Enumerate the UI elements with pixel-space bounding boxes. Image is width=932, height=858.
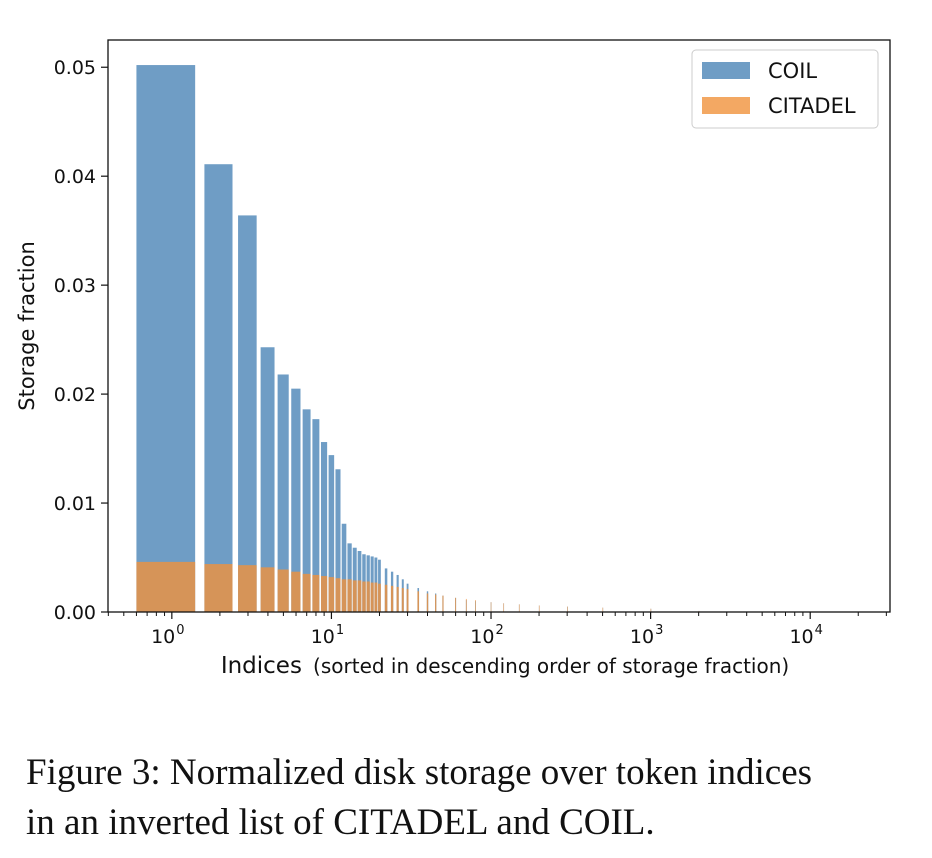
citadel-bar [352, 580, 357, 612]
coil-bar [291, 388, 301, 612]
citadel-bar [442, 595, 444, 612]
citadel-bar [374, 582, 378, 612]
y-axis: 0.00 0.01 0.02 0.03 0.04 0.05 [54, 57, 108, 624]
coil-bar [320, 442, 328, 612]
legend-label-citadel: CITADEL [768, 94, 856, 118]
citadel-bar [302, 573, 311, 612]
citadel-bar [378, 583, 381, 612]
x-tick-label: 103 [630, 623, 663, 648]
legend-swatch-coil [702, 62, 750, 79]
y-axis-label: Storage fraction [15, 241, 39, 411]
coil-bar [238, 215, 257, 612]
y-tick-label: 0.02 [54, 384, 96, 406]
coil-bar [302, 409, 311, 612]
coil-bar [136, 65, 196, 612]
y-tick-label: 0.00 [54, 602, 96, 624]
citadel-bar [538, 605, 540, 612]
x-tick-exponent: 2 [495, 623, 503, 638]
coil-bar [352, 547, 357, 612]
citadel-bar [455, 597, 457, 612]
x-tick-exponent: 1 [336, 623, 344, 638]
citadel-bar [490, 602, 492, 612]
y-tick-label: 0.03 [54, 275, 96, 297]
citadel-bar [260, 567, 275, 612]
citadel-bar [503, 603, 505, 612]
plot-frame [107, 39, 891, 613]
coil-bar [277, 374, 289, 612]
coil-bar [341, 523, 347, 612]
x-tick-exponent: 0 [176, 623, 184, 638]
legend: COIL CITADEL [691, 49, 879, 129]
citadel-bar [366, 581, 370, 612]
citadel-bar [396, 586, 399, 612]
citadel-bar [335, 578, 341, 612]
citadel-bar [417, 591, 420, 612]
citadel-bar [357, 580, 362, 612]
x-axis-label-main: Indices [221, 653, 302, 679]
citadel-bar [341, 579, 347, 612]
x-tick-label: 100 [151, 623, 184, 648]
coil-bar [347, 543, 352, 612]
citadel-bar [347, 579, 352, 612]
citadel-bar [465, 598, 467, 612]
citadel-bar [426, 593, 429, 612]
citadel-bar [650, 608, 652, 612]
figure-caption: Figure 3: Normalized disk storage over t… [26, 748, 926, 848]
citadel-bar [370, 582, 374, 612]
citadel-bar [518, 604, 520, 612]
coil-series [136, 65, 700, 612]
citadel-bar [602, 607, 604, 612]
citadel-bar [435, 594, 437, 612]
citadel-bar [328, 577, 335, 612]
x-tick-exponent: 3 [655, 623, 663, 638]
citadel-bar [390, 585, 394, 612]
x-tick-exponent: 4 [815, 623, 823, 638]
legend-swatch-citadel [702, 97, 750, 114]
chart: 0.000.010.020.030.040.05 100 101 102 103 104… [15, 39, 891, 679]
citadel-bar [401, 588, 404, 612]
y-tick-label: 0.04 [54, 166, 96, 188]
citadel-series [136, 561, 700, 612]
x-tick-label: 102 [470, 623, 503, 648]
caption-line-2: in an inverted list of CITADEL and COIL. [26, 802, 655, 843]
caption-line-1: Figure 3: Normalized disk storage over t… [26, 752, 813, 793]
citadel-bar [277, 569, 289, 612]
x-axis-label: Indices (sorted in descending order of s… [221, 653, 789, 679]
x-axis: 100 101 102 103 104 [107, 612, 887, 648]
y-tick-label: 0.05 [54, 57, 96, 79]
legend-label-coil: COIL [768, 59, 817, 83]
citadel-bar [320, 576, 328, 612]
coil-bar [204, 164, 233, 612]
x-tick-label: 101 [311, 623, 344, 648]
coil-bar [260, 347, 275, 612]
citadel-bar [136, 561, 196, 612]
citadel-bar [384, 584, 388, 612]
citadel-bar [312, 574, 320, 612]
coil-bar [328, 455, 335, 612]
coil-bar [312, 419, 320, 612]
citadel-bar [238, 565, 257, 612]
coil-bar [335, 469, 341, 612]
citadel-bar [204, 564, 233, 612]
x-axis-label-note: (sorted in descending order of storage f… [313, 654, 789, 678]
citadel-bar [362, 581, 366, 612]
citadel-bar [406, 589, 409, 612]
x-tick-label: 104 [789, 623, 822, 648]
y-tick-label: 0.01 [54, 493, 96, 515]
citadel-bar [567, 606, 568, 612]
citadel-bar [291, 571, 301, 612]
citadel-bar [475, 600, 476, 612]
